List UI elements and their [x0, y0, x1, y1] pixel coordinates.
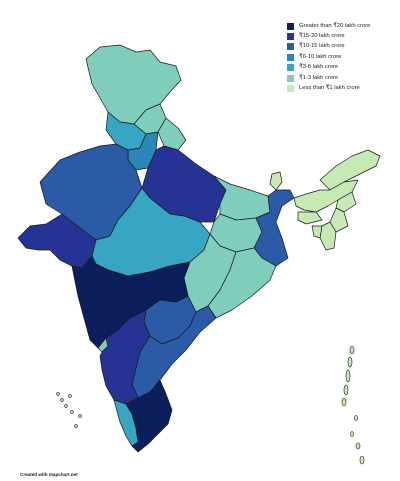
legend-label: ₹6-10 lakh crore [299, 53, 342, 60]
credit-text: Created with mapchart.net [20, 472, 78, 477]
lakshadweep-islands [56, 392, 82, 428]
state-karnataka [99, 309, 151, 405]
legend-swatch [287, 33, 294, 41]
island [78, 414, 82, 418]
legend-swatch [287, 53, 294, 61]
state-manipur [329, 207, 349, 233]
legend-swatch [287, 64, 294, 72]
island [349, 345, 355, 355]
state-odisha [207, 247, 277, 319]
legend-item: ₹10-15 lakh crore [287, 42, 397, 52]
legend-label: ₹1-3 lakh crore [299, 74, 339, 81]
state-nagaland [335, 191, 357, 213]
legend-item: ₹15-20 lakh crore [287, 31, 397, 41]
island [341, 397, 347, 407]
legend-swatch [287, 22, 294, 30]
island [60, 398, 64, 402]
island [347, 356, 353, 368]
island [350, 431, 354, 437]
island [354, 415, 358, 421]
island [359, 455, 365, 465]
legend-label: ₹15-20 lakh crore [299, 33, 345, 40]
island [343, 384, 349, 396]
island [74, 424, 78, 428]
legend-swatch [287, 74, 294, 82]
legend-item: ₹1-3 lakh crore [287, 73, 397, 83]
state-meghalaya [297, 211, 323, 225]
island [355, 442, 361, 450]
state-bihar [213, 175, 271, 221]
state-tamil-nadu [125, 379, 173, 453]
map-legend: Greater than ₹20 lakh crore ₹15-20 lakh c… [287, 21, 397, 94]
state-west-bengal [253, 189, 295, 267]
island [64, 404, 68, 408]
state-sikkim [269, 171, 283, 191]
state-jammu-kashmir [85, 44, 182, 125]
island [345, 369, 351, 383]
legend-swatch [287, 43, 294, 51]
state-tripura [311, 225, 323, 239]
legend-item: ₹6-10 lakh crore [287, 52, 397, 62]
legend-item: Greater than ₹20 lakh crore [287, 21, 397, 31]
legend-label: Less than ₹1 lakh crore [299, 85, 360, 92]
island [56, 392, 60, 396]
legend-label: ₹3-6 lakh crore [299, 64, 339, 71]
legend-item: ₹3-6 lakh crore [287, 63, 397, 73]
andaman-nicobar-islands [341, 345, 365, 465]
legend-label: Greater than ₹20 lakh crore [299, 22, 371, 29]
legend-item: Less than ₹1 lakh crore [287, 83, 397, 93]
legend-swatch [287, 85, 294, 93]
legend-label: ₹10-15 lakh crore [299, 43, 345, 50]
island [68, 394, 72, 398]
island [70, 410, 74, 414]
